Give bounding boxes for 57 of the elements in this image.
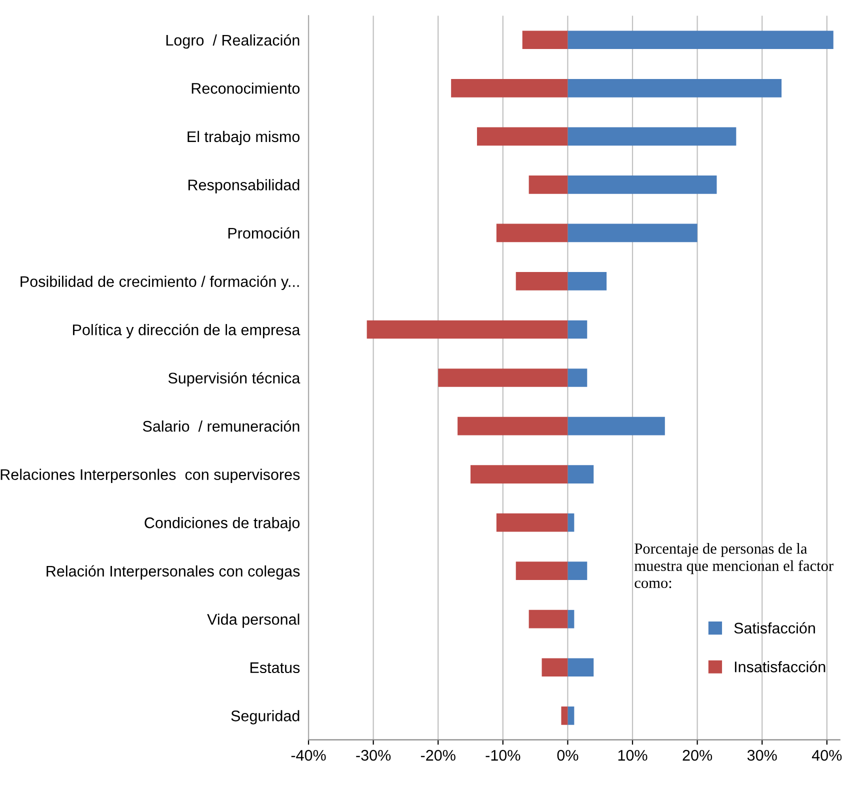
bar xyxy=(568,706,574,725)
y-tick-label: El trabajo mismo xyxy=(188,130,300,146)
bar xyxy=(568,176,717,194)
x-tick-label: 0% xyxy=(557,750,578,761)
bar xyxy=(542,658,568,677)
bar xyxy=(516,272,568,290)
bar xyxy=(476,127,568,146)
bar xyxy=(568,272,607,290)
y-tick-label: Estatus xyxy=(250,662,300,674)
bar xyxy=(366,320,568,339)
bar xyxy=(568,368,588,387)
legend-title: Porcentaje de personas de la muestra que mencionan el factor como: xyxy=(634,543,834,588)
bar xyxy=(496,224,568,242)
bar xyxy=(568,224,698,242)
bar xyxy=(451,78,568,98)
y-tick-label: Posibilidad de crecimiento / formación y... xyxy=(20,276,299,290)
x-tick-label: 20% xyxy=(682,750,712,761)
y-tick-label: Relación Interpersonales con colegas xyxy=(46,565,300,580)
y-tick-label: Promoción xyxy=(228,227,300,239)
bar xyxy=(568,562,588,580)
bar xyxy=(516,562,568,580)
bar xyxy=(496,513,568,532)
x-tick-label: 40% xyxy=(812,750,842,761)
bar xyxy=(561,706,568,725)
y-tick-label: Reconocimiento xyxy=(192,82,300,94)
y-tick-label: Responsabilidad xyxy=(188,179,300,194)
bar xyxy=(568,416,665,436)
bar xyxy=(528,610,568,628)
bar xyxy=(568,127,736,146)
bar xyxy=(568,320,588,339)
y-tick-label: Supervisión técnica xyxy=(168,372,300,387)
x-tick-label: -40% xyxy=(291,750,326,761)
bar xyxy=(438,368,568,387)
bar xyxy=(458,416,568,436)
bar xyxy=(568,513,574,532)
y-tick-label: Seguridad xyxy=(231,710,300,724)
y-tick-label: Salario / remuneración xyxy=(142,420,300,432)
y-tick-label: Política y dirección de la empresa xyxy=(73,324,300,338)
bar xyxy=(568,610,574,628)
x-tick-label: -10% xyxy=(486,750,520,761)
bar xyxy=(568,30,834,50)
y-tick-label: Relaciones Interpersonles con supervisores xyxy=(0,468,300,484)
x-tick-label: -20% xyxy=(420,750,456,761)
y-tick-label: Vida personal xyxy=(207,614,300,628)
bar xyxy=(568,78,782,98)
legend-label: Insatisfacción xyxy=(734,660,826,672)
x-tick-label: 30% xyxy=(747,750,777,761)
y-tick-label: Condiciones de trabajo xyxy=(144,517,300,532)
bar xyxy=(568,658,594,677)
bar xyxy=(568,465,594,484)
y-tick-label: Logro / Realización xyxy=(166,34,300,49)
bar xyxy=(528,176,568,194)
bar xyxy=(470,465,568,484)
bar xyxy=(522,30,568,50)
legend-label: Satisfacción xyxy=(734,622,815,634)
x-tick-label: -30% xyxy=(356,750,391,761)
x-tick-label: 10% xyxy=(618,750,648,761)
